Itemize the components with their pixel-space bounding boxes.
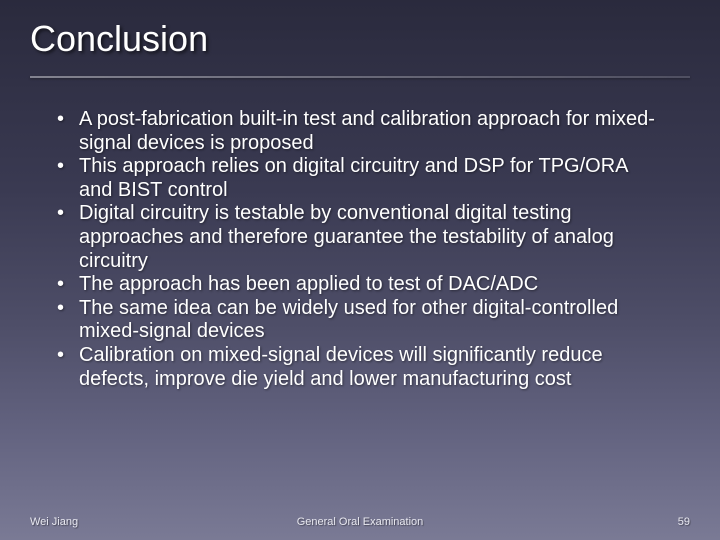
list-item: This approach relies on digital circuitr… — [55, 155, 665, 202]
slide-title: Conclusion — [30, 18, 690, 60]
title-region: Conclusion — [0, 0, 720, 70]
footer-page-number: 59 — [678, 516, 690, 528]
bullet-list: A post-fabrication built-in test and cal… — [55, 108, 665, 391]
list-item: The same idea can be widely used for oth… — [55, 297, 665, 344]
list-item: A post-fabrication built-in test and cal… — [55, 108, 665, 155]
list-item: The approach has been applied to test of… — [55, 273, 665, 297]
content-area: A post-fabrication built-in test and cal… — [0, 78, 720, 391]
footer-title: General Oral Examination — [297, 516, 424, 528]
list-item: Calibration on mixed-signal devices will… — [55, 344, 665, 391]
footer: Wei Jiang General Oral Examination 59 — [0, 516, 720, 528]
footer-author: Wei Jiang — [30, 516, 78, 528]
list-item: Digital circuitry is testable by convent… — [55, 202, 665, 273]
